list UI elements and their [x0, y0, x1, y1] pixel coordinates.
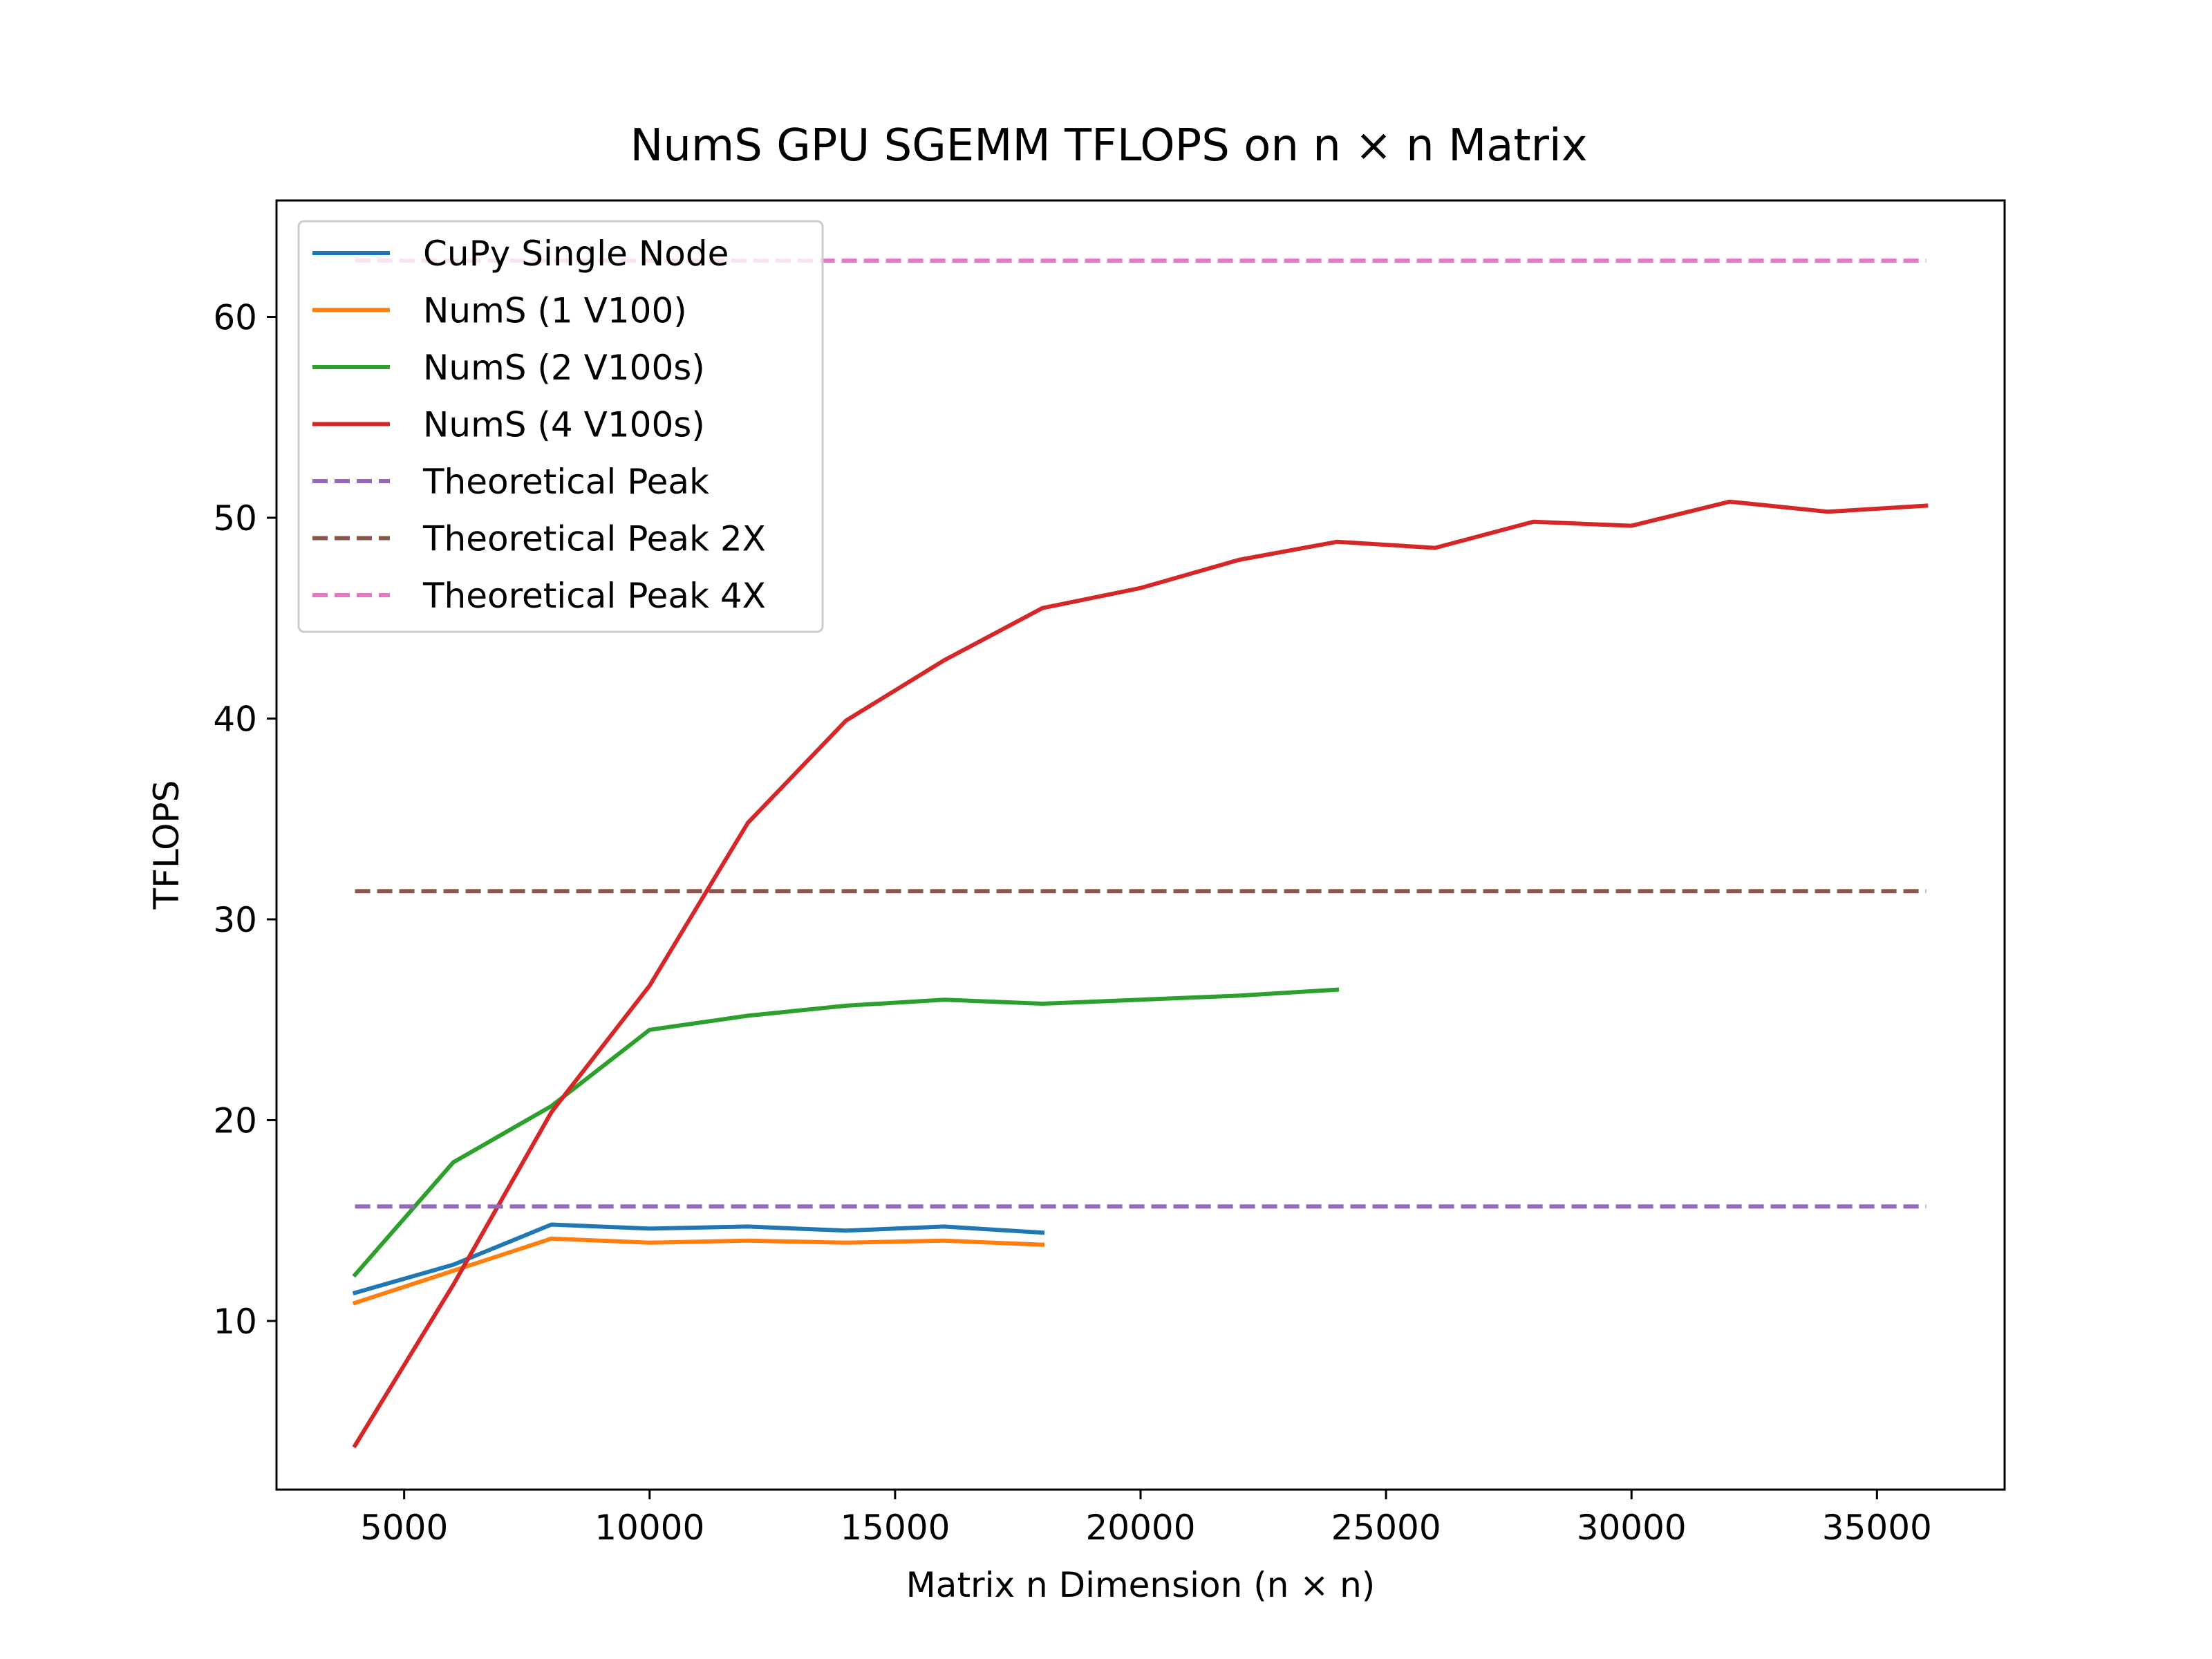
x-tick-label: 5000 — [360, 1508, 448, 1548]
y-tick-label: 50 — [213, 498, 257, 538]
chart-title: NumS GPU SGEMM TFLOPS on n × n Matrix — [630, 120, 1587, 171]
x-tick-label: 30000 — [1577, 1508, 1687, 1548]
legend-box — [297, 220, 824, 633]
x-tick-label: 15000 — [840, 1508, 950, 1548]
legend-label-cupy-single-node: CuPy Single Node — [423, 234, 729, 274]
series-line-nums-1-v100 — [352, 1236, 1045, 1306]
series-line-nums-2-v100s — [352, 987, 1340, 1278]
series-line-nums-4-v100s — [352, 499, 1929, 1449]
x-tick-label: 35000 — [1822, 1508, 1932, 1548]
y-tick-label: 20 — [213, 1100, 257, 1141]
legend: CuPy Single Node NumS (1 V100) NumS (2 V10… — [297, 220, 824, 633]
y-axis: 10 20 30 40 50 60 — [213, 297, 276, 1342]
y-tick-label: 10 — [213, 1302, 257, 1342]
x-tick-label: 25000 — [1331, 1508, 1441, 1548]
legend-label-nums-1-v100: NumS (1 V100) — [423, 291, 687, 331]
legend-label-nums-2-v100s: NumS (2 V100s) — [423, 348, 705, 388]
x-axis: 5000 10000 15000 20000 25000 30000 35000 — [360, 1490, 1932, 1548]
legend-label-nums-4-v100s: NumS (4 V100s) — [423, 405, 705, 445]
legend-label-theoretical-peak: Theoretical Peak — [422, 462, 709, 502]
x-axis-label: Matrix n Dimension (n × n) — [906, 1565, 1376, 1605]
plot-area — [352, 259, 1929, 1449]
legend-label-theoretical-peak-4x: Theoretical Peak 4X — [422, 576, 766, 616]
legend-label-theoretical-peak-2x: Theoretical Peak 2X — [422, 519, 766, 559]
y-axis-label: TFLOPS — [147, 780, 187, 910]
x-tick-label: 20000 — [1085, 1508, 1195, 1548]
y-tick-label: 60 — [213, 297, 257, 337]
x-tick-label: 10000 — [594, 1508, 704, 1548]
y-tick-label: 40 — [213, 699, 257, 739]
y-tick-label: 30 — [213, 900, 257, 940]
